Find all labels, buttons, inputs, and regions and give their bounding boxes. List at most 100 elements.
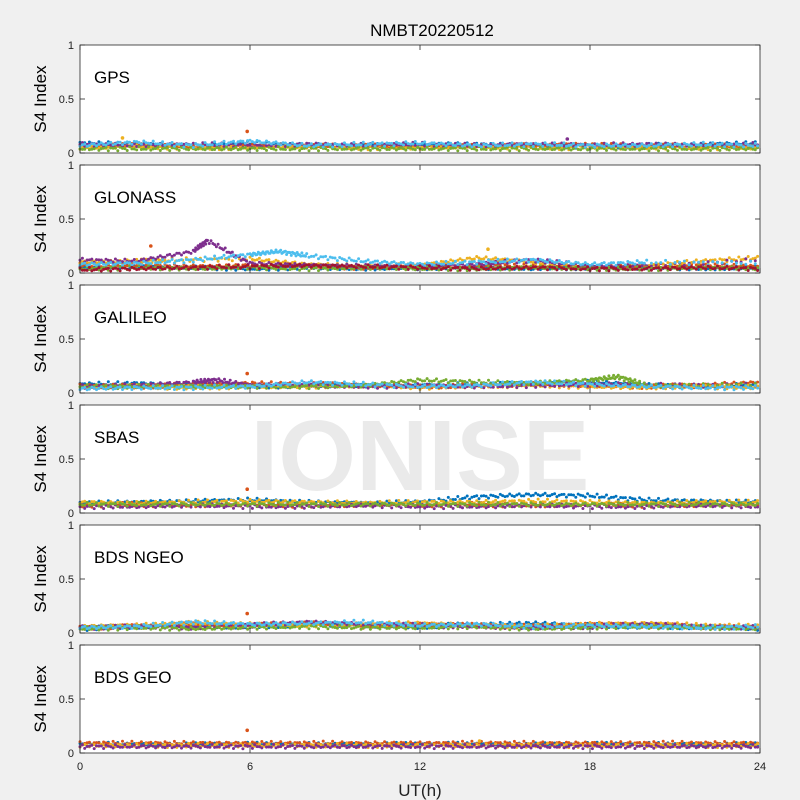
data-point xyxy=(626,268,630,272)
data-point xyxy=(659,142,663,146)
data-point xyxy=(503,260,507,264)
data-point xyxy=(175,147,179,151)
data-point xyxy=(739,143,743,147)
data-point xyxy=(83,142,87,146)
data-point xyxy=(623,263,627,267)
data-point xyxy=(515,146,519,150)
data-point xyxy=(392,260,396,264)
data-point xyxy=(87,266,91,269)
data-point xyxy=(635,259,639,263)
data-point xyxy=(697,260,701,264)
data-point xyxy=(475,148,479,152)
data-point xyxy=(446,265,450,269)
data-point xyxy=(109,269,113,273)
data-point xyxy=(680,145,684,149)
data-point xyxy=(659,268,663,272)
data-point xyxy=(156,145,160,149)
data-point xyxy=(149,262,153,266)
data-point xyxy=(491,141,495,145)
data-point-spike xyxy=(486,247,490,251)
data-point xyxy=(753,148,757,152)
data-point xyxy=(187,148,191,152)
data-point xyxy=(109,261,113,264)
data-point xyxy=(255,264,259,267)
y-tick-label: 0 xyxy=(68,268,74,280)
data-point xyxy=(83,147,87,151)
data-point xyxy=(678,382,682,386)
data-point xyxy=(177,148,181,152)
data-point xyxy=(180,258,183,262)
data-point xyxy=(234,265,238,269)
data-point xyxy=(456,149,460,153)
data-point xyxy=(335,148,339,152)
data-point xyxy=(484,148,488,151)
data-point xyxy=(170,258,174,261)
data-point xyxy=(515,257,519,261)
data-point xyxy=(508,143,512,147)
data-point xyxy=(730,259,734,263)
data-point xyxy=(531,145,535,148)
data-point xyxy=(628,144,632,148)
data-point xyxy=(241,253,245,257)
data-point xyxy=(307,149,311,153)
data-point xyxy=(687,263,691,267)
data-point xyxy=(678,267,682,271)
data-point xyxy=(716,146,719,150)
data-point xyxy=(168,252,172,256)
data-point xyxy=(505,257,509,261)
data-point xyxy=(546,260,549,264)
data-point xyxy=(234,142,238,146)
data-point xyxy=(234,145,238,149)
data-point xyxy=(230,250,234,254)
data-point xyxy=(432,147,436,151)
data-point xyxy=(753,266,757,270)
data-point xyxy=(720,261,724,265)
data-point xyxy=(574,267,578,271)
data-point xyxy=(227,263,231,267)
data-point xyxy=(156,383,160,387)
data-point xyxy=(158,142,162,146)
data-point xyxy=(716,261,719,264)
data-point xyxy=(207,381,211,385)
data-point xyxy=(338,143,342,147)
data-point xyxy=(215,267,219,271)
data-point xyxy=(210,257,214,261)
data-point xyxy=(446,149,450,152)
data-point xyxy=(283,141,287,145)
data-point xyxy=(751,145,755,148)
data-point xyxy=(220,256,224,259)
data-point xyxy=(671,145,675,149)
data-point xyxy=(326,268,330,272)
data-point xyxy=(253,141,257,145)
data-point xyxy=(196,267,200,271)
data-point xyxy=(137,382,141,386)
data-point xyxy=(210,143,214,147)
data-point xyxy=(215,380,219,384)
data-point xyxy=(487,267,490,271)
data-point xyxy=(468,143,472,147)
data-point xyxy=(550,144,554,148)
data-point xyxy=(246,263,250,267)
data-point xyxy=(149,142,153,146)
data-point xyxy=(482,257,486,261)
data-point xyxy=(664,258,668,262)
data-point xyxy=(538,142,542,146)
data-point xyxy=(690,144,693,148)
data-point xyxy=(623,142,627,146)
data-point xyxy=(359,143,363,147)
data-point xyxy=(189,258,193,262)
data-point xyxy=(279,143,283,147)
data-point xyxy=(524,264,528,268)
data-point xyxy=(368,142,372,146)
data-point xyxy=(567,260,571,263)
data-point-spike xyxy=(149,244,153,248)
data-point xyxy=(692,260,696,264)
data-point xyxy=(298,149,302,152)
data-point xyxy=(418,264,422,268)
data-point xyxy=(209,239,213,243)
data-point xyxy=(498,144,502,148)
data-point xyxy=(172,266,176,270)
data-point xyxy=(158,149,162,152)
y-tick-label: 1 xyxy=(68,40,74,52)
